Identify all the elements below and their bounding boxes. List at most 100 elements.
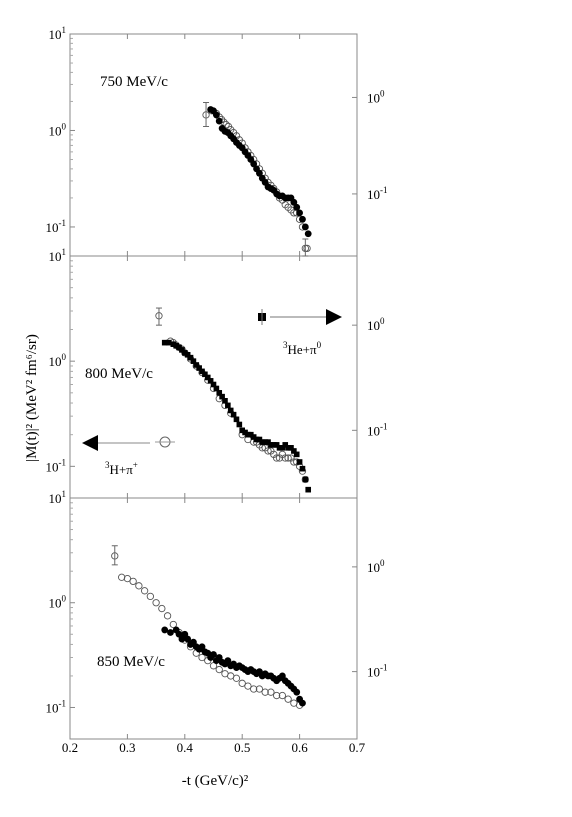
x-axis-title: -t (GeV/c)²: [182, 773, 249, 789]
right-tick-label: 100: [367, 316, 385, 333]
right-tick-label: 10-1: [367, 185, 388, 202]
data-point-filled: [301, 223, 309, 231]
data-point-filled: [288, 445, 294, 451]
data-point-filled: [293, 203, 301, 211]
legend-filled-label: 3He+π0: [283, 340, 322, 357]
data-point-open: [272, 691, 281, 700]
series-open: [155, 312, 309, 484]
data-point-filled: [299, 699, 306, 707]
left-tick-label: 101: [49, 247, 67, 264]
series-filled: [161, 339, 312, 493]
data-point-filled: [170, 341, 177, 347]
data-point-open: [267, 688, 275, 696]
data-point-filled: [293, 688, 301, 696]
data-point-open: [303, 244, 311, 253]
data-point-open: [261, 688, 269, 696]
left-tick-label: 101: [49, 25, 67, 42]
data-point-open: [232, 674, 241, 682]
error-bar: [155, 307, 162, 326]
data-point-filled: [182, 350, 188, 356]
x-tick-label: 0.7: [349, 740, 366, 755]
data-point-filled: [198, 643, 206, 651]
data-point-filled: [196, 365, 202, 371]
data-point-open: [140, 587, 149, 595]
data-point-filled: [207, 378, 214, 384]
data-point-open: [169, 620, 177, 629]
data-point-open: [301, 475, 309, 484]
data-point-filled: [256, 436, 263, 443]
panel-2: 101 100 10-1 100 10-1 800 MeV/c: [46, 247, 388, 499]
data-point-filled: [250, 434, 257, 440]
data-point-filled: [239, 427, 245, 434]
data-point-filled: [282, 442, 289, 448]
data-point-open: [272, 454, 281, 462]
data-point-filled: [213, 385, 220, 392]
left-tick-label: 10-1: [46, 218, 67, 235]
data-point-filled: [165, 339, 172, 346]
data-point-open: [163, 612, 172, 620]
data-point-filled: [279, 445, 286, 451]
data-point-filled: [219, 393, 225, 400]
data-point-open: [135, 582, 143, 590]
data-point-filled: [167, 629, 174, 636]
data-point-filled: [224, 657, 232, 665]
arrow-right-icon: [326, 309, 342, 325]
data-point-filled: [230, 411, 237, 418]
left-tick-label: 101: [49, 489, 67, 506]
data-point-filled: [270, 442, 277, 448]
x-tick-label: 0.5: [234, 740, 250, 755]
data-point-filled: [199, 368, 205, 375]
data-point-open: [146, 592, 155, 601]
data-point-open: [222, 120, 230, 129]
left-tick-label: 100: [49, 352, 67, 369]
right-tick-label: 100: [367, 558, 385, 575]
data-point-filled: [242, 429, 248, 436]
data-point-filled: [296, 459, 303, 465]
panel-frame: [69, 497, 358, 740]
legend: 3He+π0 3H+π+: [82, 309, 342, 477]
left-tick-label: 100: [49, 594, 67, 611]
data-point-filled: [212, 111, 220, 119]
data-point-filled: [302, 476, 309, 483]
series-open: [111, 552, 304, 709]
x-tick-label: 0.4: [177, 740, 194, 755]
data-point-open: [281, 454, 289, 462]
panel-1: 101 100 10-1 100 10-1 750 MeV/c: [46, 25, 388, 257]
data-point-filled: [250, 160, 258, 168]
data-point-open: [255, 685, 264, 693]
series-filled: [207, 106, 312, 238]
legend-open-label: 3H+π+: [105, 460, 138, 477]
data-point-filled: [285, 445, 291, 451]
data-point-filled: [273, 442, 280, 448]
data-point-open: [284, 454, 292, 462]
left-tick-label: 100: [49, 121, 67, 138]
x-axis-label: -t (GeV/c)²: [182, 773, 249, 789]
data-point-open: [264, 447, 272, 455]
data-point-filled: [202, 371, 208, 378]
data-point-filled: [204, 374, 211, 381]
data-point-filled: [248, 431, 254, 438]
data-point-filled: [265, 439, 271, 445]
data-point-open: [215, 665, 223, 674]
data-point-filled: [187, 354, 194, 361]
panel-frame: [69, 33, 358, 257]
data-point-open: [238, 679, 246, 687]
data-point-filled: [296, 209, 303, 217]
x-tick-label: 0.2: [62, 740, 78, 755]
data-point-open: [123, 574, 132, 583]
data-point-filled: [245, 431, 251, 438]
data-point-filled: [222, 397, 228, 404]
error-bar: [302, 238, 309, 257]
data-point-open: [284, 695, 292, 703]
right-tick-label: 10-1: [367, 421, 388, 438]
data-point-filled: [233, 416, 240, 423]
data-point-open: [278, 691, 287, 700]
data-point-filled: [293, 451, 300, 458]
data-point-filled: [290, 198, 298, 206]
data-point-open: [244, 682, 252, 690]
data-point-filled: [256, 169, 263, 177]
data-point-filled: [216, 390, 223, 396]
data-point-filled: [210, 381, 217, 388]
data-point-filled: [299, 465, 306, 472]
data-point-open: [129, 577, 137, 586]
